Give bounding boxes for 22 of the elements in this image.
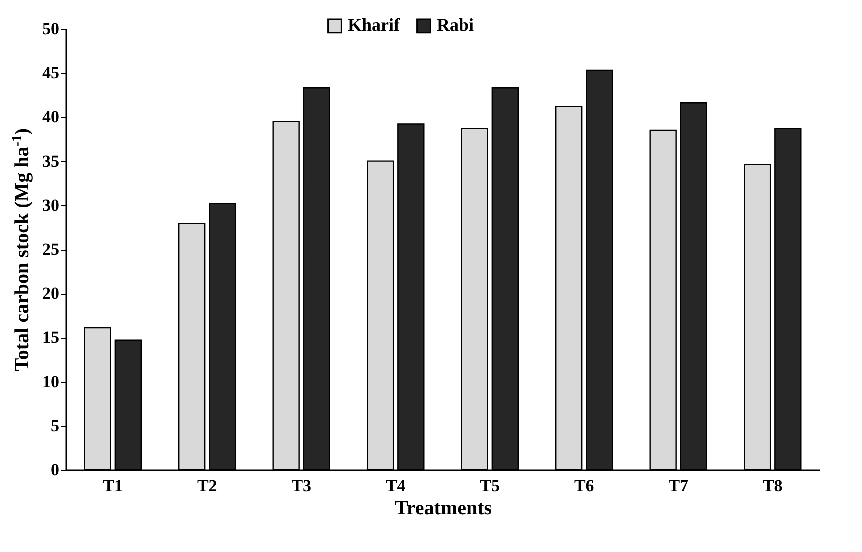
x-tick-label: T2 (197, 476, 218, 496)
x-tick-label: T5 (480, 476, 500, 496)
y-tick-label: 45 (42, 64, 60, 83)
y-tick-label: 5 (51, 416, 60, 436)
x-tick-label: T6 (574, 476, 594, 496)
x-tick-label: T7 (668, 476, 690, 496)
y-tick-label: 40 (42, 108, 60, 127)
y-tick-label: 15 (42, 328, 60, 348)
y-tick-label: 20 (42, 284, 60, 304)
x-tick-label: T4 (386, 476, 406, 496)
y-tick-label: 0 (51, 460, 60, 480)
x-tick-label: T8 (762, 476, 783, 496)
y-tick-label: 50 (42, 20, 60, 38)
y-tick-label: 10 (42, 372, 60, 392)
y-tick-label: 30 (42, 196, 60, 215)
x-axis-title: Treatments (394, 498, 492, 520)
y-tick-label: 35 (42, 152, 60, 171)
legend-label: Rabi (437, 15, 474, 36)
x-tick-label: T3 (292, 476, 312, 496)
legend-label: Kharif (348, 15, 401, 36)
x-tick-label: T1 (103, 476, 124, 496)
y-tick-label: 25 (42, 240, 60, 259)
